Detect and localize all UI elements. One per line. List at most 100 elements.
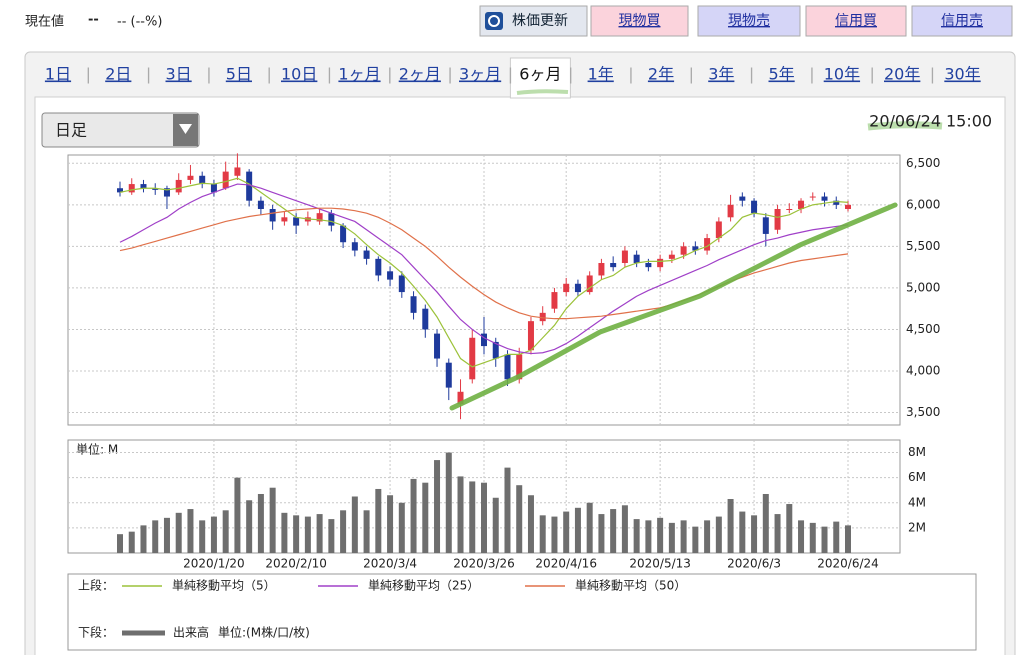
volume-bar [257, 493, 264, 553]
action-button[interactable] [590, 5, 689, 37]
x-tick-label: 2020/4/16 [535, 557, 597, 571]
volume-bar [621, 505, 628, 553]
tab[interactable]: 3日 [166, 65, 192, 84]
y-tick-label: 6,500 [906, 156, 940, 170]
candle-body [351, 242, 358, 251]
annotation-stroke [449, 202, 898, 411]
tab-separator: | [146, 65, 151, 84]
tab-separator: | [568, 65, 573, 84]
volume-bar [328, 519, 335, 553]
tab-separator: | [327, 65, 332, 84]
x-tick-label: 2020/6/24 [817, 557, 879, 571]
tab[interactable]: 1年 [588, 65, 614, 84]
candle-body [234, 167, 241, 176]
tab-separator: | [508, 65, 513, 84]
volume-bar [340, 510, 347, 553]
highlight [867, 121, 943, 131]
candle-body [222, 171, 229, 189]
volume-bar [445, 452, 452, 553]
tab[interactable]: 5日 [226, 65, 252, 84]
tab[interactable]: 1日 [45, 65, 71, 84]
action-button-label[interactable]: 信用売 [941, 13, 983, 29]
action-button-label[interactable]: 現物売 [728, 13, 770, 29]
price-change: -- (--%) [117, 15, 162, 30]
candle-body [727, 204, 734, 218]
volume-bar [692, 526, 699, 553]
volume-bar [281, 512, 288, 553]
candle-body [492, 341, 499, 359]
tab[interactable]: 3ヶ月 [459, 65, 501, 84]
tab[interactable]: 1ヶ月 [338, 65, 380, 84]
interval-dropdown[interactable] [41, 112, 200, 148]
x-tick-label: 2020/6/3 [727, 557, 781, 571]
legend-box [67, 573, 977, 651]
tab[interactable]: 2年 [648, 65, 674, 84]
volume-tick-label: 6M [908, 470, 926, 484]
volume-bar [715, 516, 722, 553]
volume-bar [375, 488, 382, 553]
candle-body [117, 188, 123, 193]
candle-body [481, 333, 487, 347]
tab[interactable]: 2日 [105, 65, 131, 84]
candle-body [621, 250, 628, 263]
tab[interactable]: 3年 [708, 65, 734, 84]
candle-body [786, 209, 793, 210]
legend-entry: 単純移動平均（25） [368, 579, 479, 593]
volume-bar [680, 520, 687, 553]
x-tick-label: 2020/2/10 [265, 557, 327, 571]
tab[interactable]: 20年 [884, 65, 920, 84]
volume-bar [222, 510, 229, 553]
highlight [516, 89, 569, 95]
action-button[interactable] [697, 5, 801, 37]
tab[interactable]: 30年 [944, 65, 980, 84]
candle-body [387, 271, 394, 280]
volume-tick-label: 8M [908, 445, 926, 459]
candle-body [257, 200, 264, 209]
candle-body [210, 184, 217, 193]
tab[interactable]: 6ヶ月 [519, 65, 561, 84]
candle-body [328, 213, 335, 226]
candle-body [504, 354, 511, 380]
x-tick-label: 2020/5/13 [629, 557, 691, 571]
volume-bar [739, 511, 746, 553]
legend-upper-label: 上段： [78, 578, 114, 593]
action-button-label[interactable]: 信用買 [835, 13, 877, 29]
action-button[interactable] [805, 5, 907, 37]
candle-body [539, 312, 546, 322]
candle-body [680, 246, 687, 255]
tab-separator: | [689, 65, 694, 84]
candle-body [163, 188, 170, 197]
volume-bar [234, 477, 241, 553]
volume-bar [304, 516, 311, 553]
candle-body [751, 200, 758, 214]
legend-entry: 単純移動平均（5） [172, 579, 276, 593]
y-tick-label: 5,000 [906, 280, 940, 294]
volume-bar [457, 476, 464, 553]
volume-bar [539, 515, 546, 553]
volume-bar [469, 481, 476, 553]
candle-body [668, 254, 675, 259]
volume-bar [668, 522, 675, 553]
y-tick-label: 4,500 [906, 322, 940, 336]
tab[interactable]: 2ヶ月 [399, 65, 441, 84]
candle-body [457, 391, 464, 405]
volume-bar [798, 520, 805, 553]
candle-body [152, 188, 159, 190]
tab[interactable]: 5年 [769, 65, 795, 84]
tab-separator: | [809, 65, 814, 84]
tab[interactable]: 10日 [281, 65, 317, 84]
action-button[interactable] [911, 5, 1013, 37]
y-tick-label: 3,500 [906, 405, 940, 419]
volume-tick-label: 2M [908, 520, 926, 534]
volume-bar [574, 507, 581, 553]
volume-bar [398, 502, 405, 553]
action-button-label[interactable]: 現物買 [619, 13, 661, 29]
tab[interactable]: 10年 [824, 65, 860, 84]
candle-body [199, 175, 206, 185]
volume-bar [598, 514, 605, 553]
volume-bar [351, 496, 358, 553]
time-label: 15:00 [946, 112, 992, 131]
action-button-label[interactable]: 株価更新 [512, 13, 568, 29]
x-tick-label: 2020/3/4 [363, 557, 417, 571]
volume-bar [140, 525, 147, 553]
